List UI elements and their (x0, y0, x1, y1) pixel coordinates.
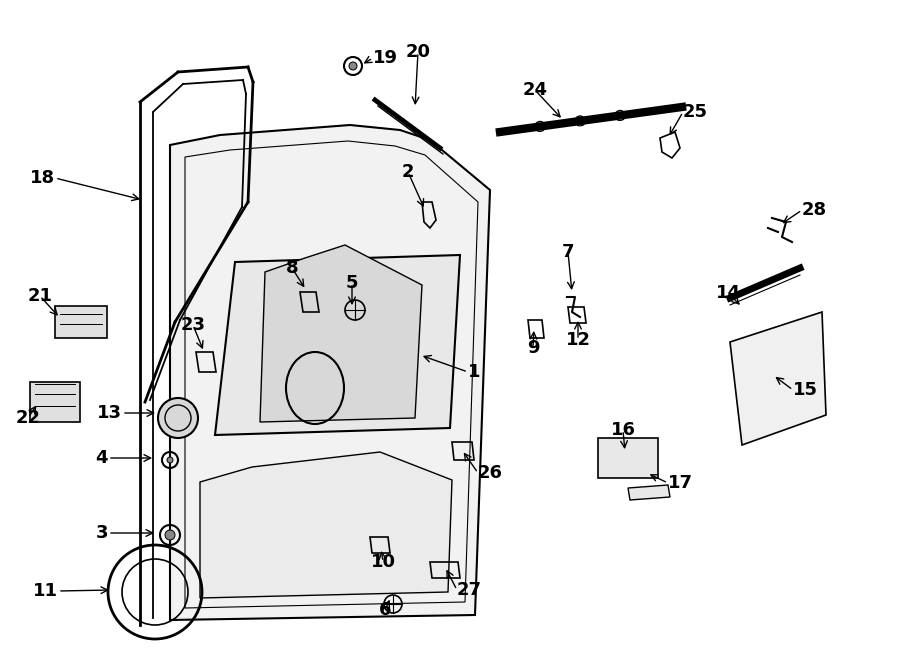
FancyBboxPatch shape (30, 382, 80, 422)
Text: 15: 15 (793, 381, 818, 399)
Text: 3: 3 (95, 524, 108, 542)
Polygon shape (170, 125, 490, 620)
Text: 1: 1 (468, 363, 481, 381)
Text: 10: 10 (371, 553, 395, 571)
Text: 2: 2 (401, 163, 414, 181)
Text: 14: 14 (716, 284, 741, 302)
Text: 23: 23 (181, 316, 205, 334)
Text: 8: 8 (285, 259, 298, 277)
Polygon shape (628, 485, 670, 500)
Text: 17: 17 (668, 474, 693, 492)
Text: 26: 26 (478, 464, 503, 482)
Text: 5: 5 (346, 274, 358, 292)
Text: 20: 20 (406, 43, 430, 61)
Polygon shape (730, 312, 826, 445)
Text: 13: 13 (97, 404, 122, 422)
Polygon shape (215, 255, 460, 435)
Circle shape (167, 457, 173, 463)
Polygon shape (200, 452, 452, 598)
Text: 16: 16 (610, 421, 635, 439)
Text: 12: 12 (565, 331, 590, 349)
FancyBboxPatch shape (55, 306, 107, 338)
Circle shape (349, 62, 357, 70)
Text: 19: 19 (373, 49, 398, 67)
Circle shape (615, 111, 626, 120)
Polygon shape (260, 245, 422, 422)
Text: 11: 11 (33, 582, 58, 600)
FancyBboxPatch shape (598, 438, 658, 478)
Text: 27: 27 (457, 581, 482, 599)
Text: 6: 6 (379, 601, 392, 619)
Circle shape (165, 530, 175, 540)
Text: 25: 25 (683, 103, 708, 121)
Text: 28: 28 (802, 201, 827, 219)
Text: 4: 4 (95, 449, 108, 467)
Text: 18: 18 (30, 169, 55, 187)
Circle shape (575, 116, 585, 126)
Text: 24: 24 (523, 81, 547, 99)
Text: 22: 22 (15, 409, 40, 427)
Text: 9: 9 (526, 339, 539, 357)
Circle shape (158, 398, 198, 438)
Text: 21: 21 (28, 287, 52, 305)
Text: 7: 7 (562, 243, 574, 261)
Circle shape (535, 122, 545, 132)
